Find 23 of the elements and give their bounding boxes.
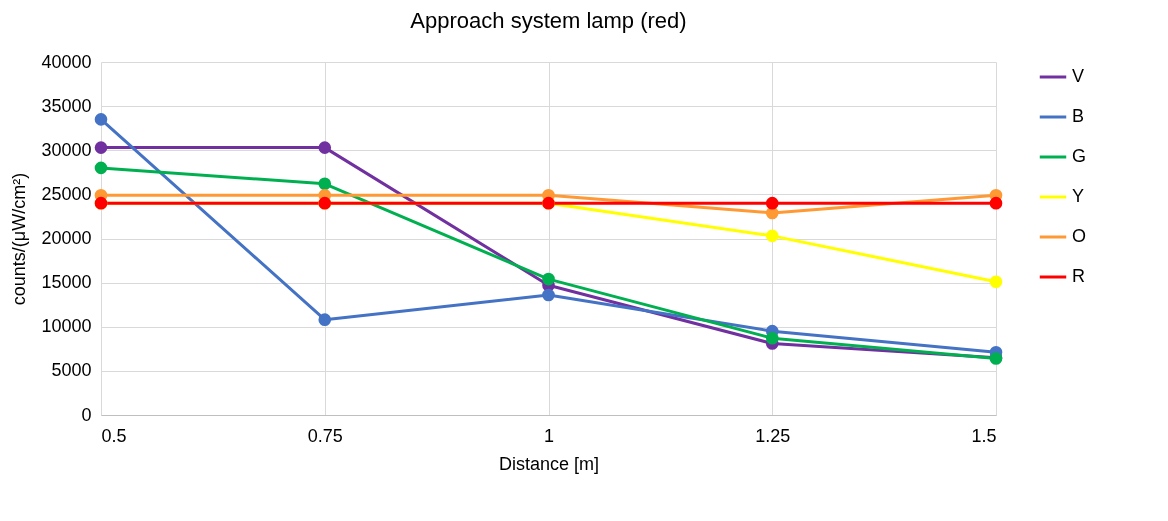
y-tick-label: 15000 (41, 272, 92, 293)
x-axis-title: Distance [m] (498, 453, 600, 474)
chart-title: Approach system lamp (red) (410, 8, 687, 33)
y-tick-label: 35000 (41, 95, 92, 116)
legend-label: R (1072, 266, 1085, 286)
y-tick-label: 20000 (41, 228, 92, 248)
y-tick-label: 25000 (41, 183, 92, 204)
y-axis-title: counts/(μW/cm²) (9, 172, 30, 306)
y-tick-label: 5000 (51, 360, 92, 381)
x-tick-label: 1.25 (755, 425, 791, 446)
legend-label: Y (1072, 186, 1085, 206)
y-tick-label: 30000 (41, 139, 92, 160)
legend-label: G (1072, 146, 1087, 166)
y-tick-label: 0 (81, 404, 92, 425)
x-tick-label: 0.75 (307, 425, 343, 446)
x-tick-label: 0.5 (101, 425, 127, 446)
x-tick-label: 1.5 (971, 425, 997, 446)
y-tick-label: 10000 (41, 316, 92, 337)
legend-label: V (1072, 66, 1085, 86)
legend-label: B (1072, 106, 1085, 126)
x-tick-label: 1 (543, 425, 555, 446)
legend-label: O (1072, 226, 1087, 246)
y-tick-label: 40000 (41, 51, 92, 72)
